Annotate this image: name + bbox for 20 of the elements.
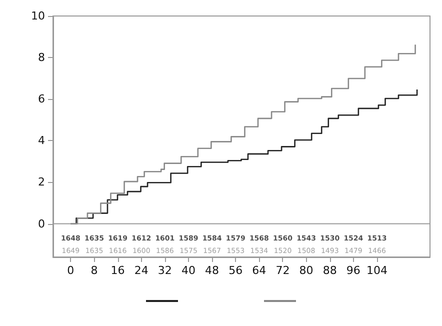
x-tick-label: 80 bbox=[299, 264, 314, 277]
x-tick-label: 40 bbox=[181, 264, 196, 277]
y-tick-label: 0 bbox=[38, 217, 45, 230]
y-tick-label: 6 bbox=[38, 92, 45, 106]
x-tick-label: 88 bbox=[322, 264, 337, 277]
y-tick-label: 4 bbox=[38, 134, 45, 148]
x-tick-label: 16 bbox=[110, 264, 125, 277]
y-tick-label: 8 bbox=[38, 51, 45, 64]
x-tick-label: 96 bbox=[346, 264, 360, 277]
y-tick-label: 2 bbox=[38, 176, 45, 189]
x-tick-label: 24 bbox=[134, 264, 148, 277]
x-tick-label: 48 bbox=[205, 264, 220, 277]
x-tick-label: 104 bbox=[366, 264, 388, 277]
x-tick-label: 0 bbox=[67, 264, 74, 277]
x-tick-label: 8 bbox=[90, 264, 98, 277]
y-tick-label: 10 bbox=[31, 10, 45, 22]
x-tick-label: 56 bbox=[228, 264, 243, 277]
x-tick-label: 32 bbox=[158, 264, 172, 277]
x-tick-label: 72 bbox=[276, 264, 290, 277]
x-tick-label: 64 bbox=[252, 264, 266, 277]
